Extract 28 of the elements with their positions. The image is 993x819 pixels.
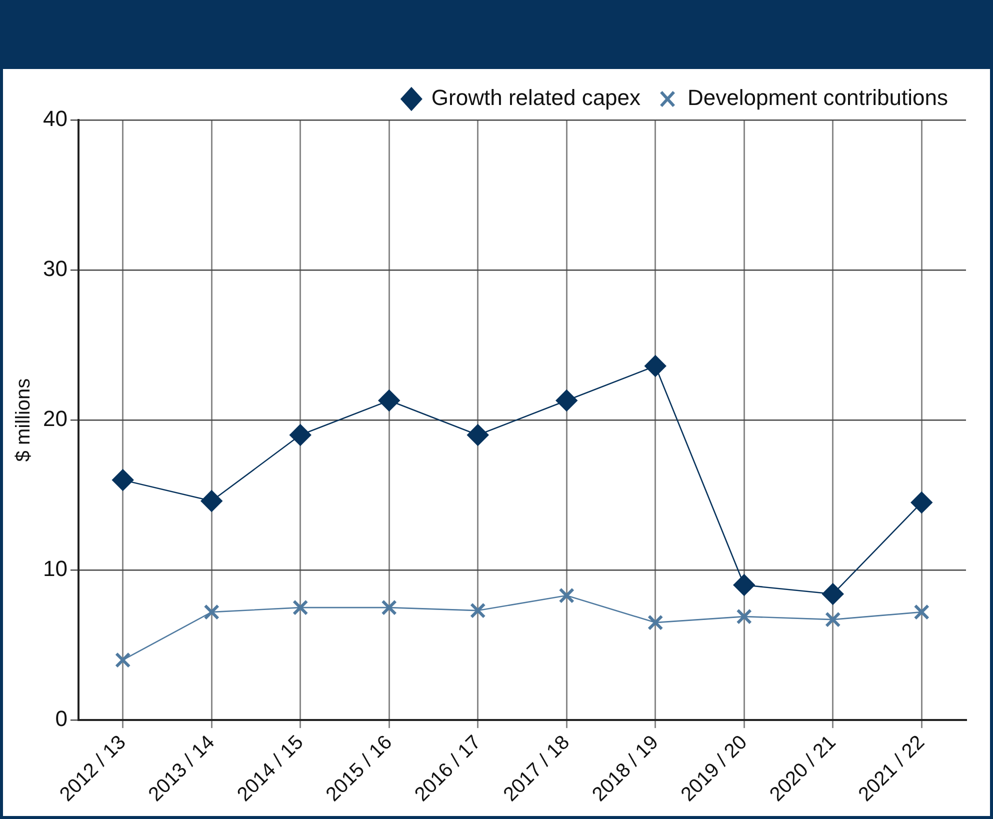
point <box>467 424 488 446</box>
y-tick-label: 0 <box>55 706 68 732</box>
point <box>914 604 930 620</box>
point <box>558 588 574 604</box>
point <box>381 600 397 616</box>
point <box>736 608 752 624</box>
point <box>556 390 578 412</box>
point <box>734 574 755 596</box>
point <box>204 604 220 620</box>
point <box>911 492 932 514</box>
point <box>201 490 222 512</box>
point <box>378 390 400 412</box>
point <box>825 612 841 628</box>
y-tick-label: 30 <box>42 256 68 282</box>
legend-label: Growth related capex <box>431 85 641 110</box>
point <box>112 470 134 491</box>
y-tick-label: 40 <box>42 106 68 132</box>
point <box>114 652 131 668</box>
y-axis-title: $ millions <box>12 378 35 462</box>
legend-label: Development contributions <box>688 85 948 110</box>
point <box>822 584 844 605</box>
point <box>470 602 486 618</box>
y-tick-label: 20 <box>42 406 68 432</box>
y-tick-label: 10 <box>42 556 68 582</box>
point <box>290 424 311 446</box>
point <box>292 600 308 616</box>
point <box>644 356 666 377</box>
point <box>648 614 664 630</box>
